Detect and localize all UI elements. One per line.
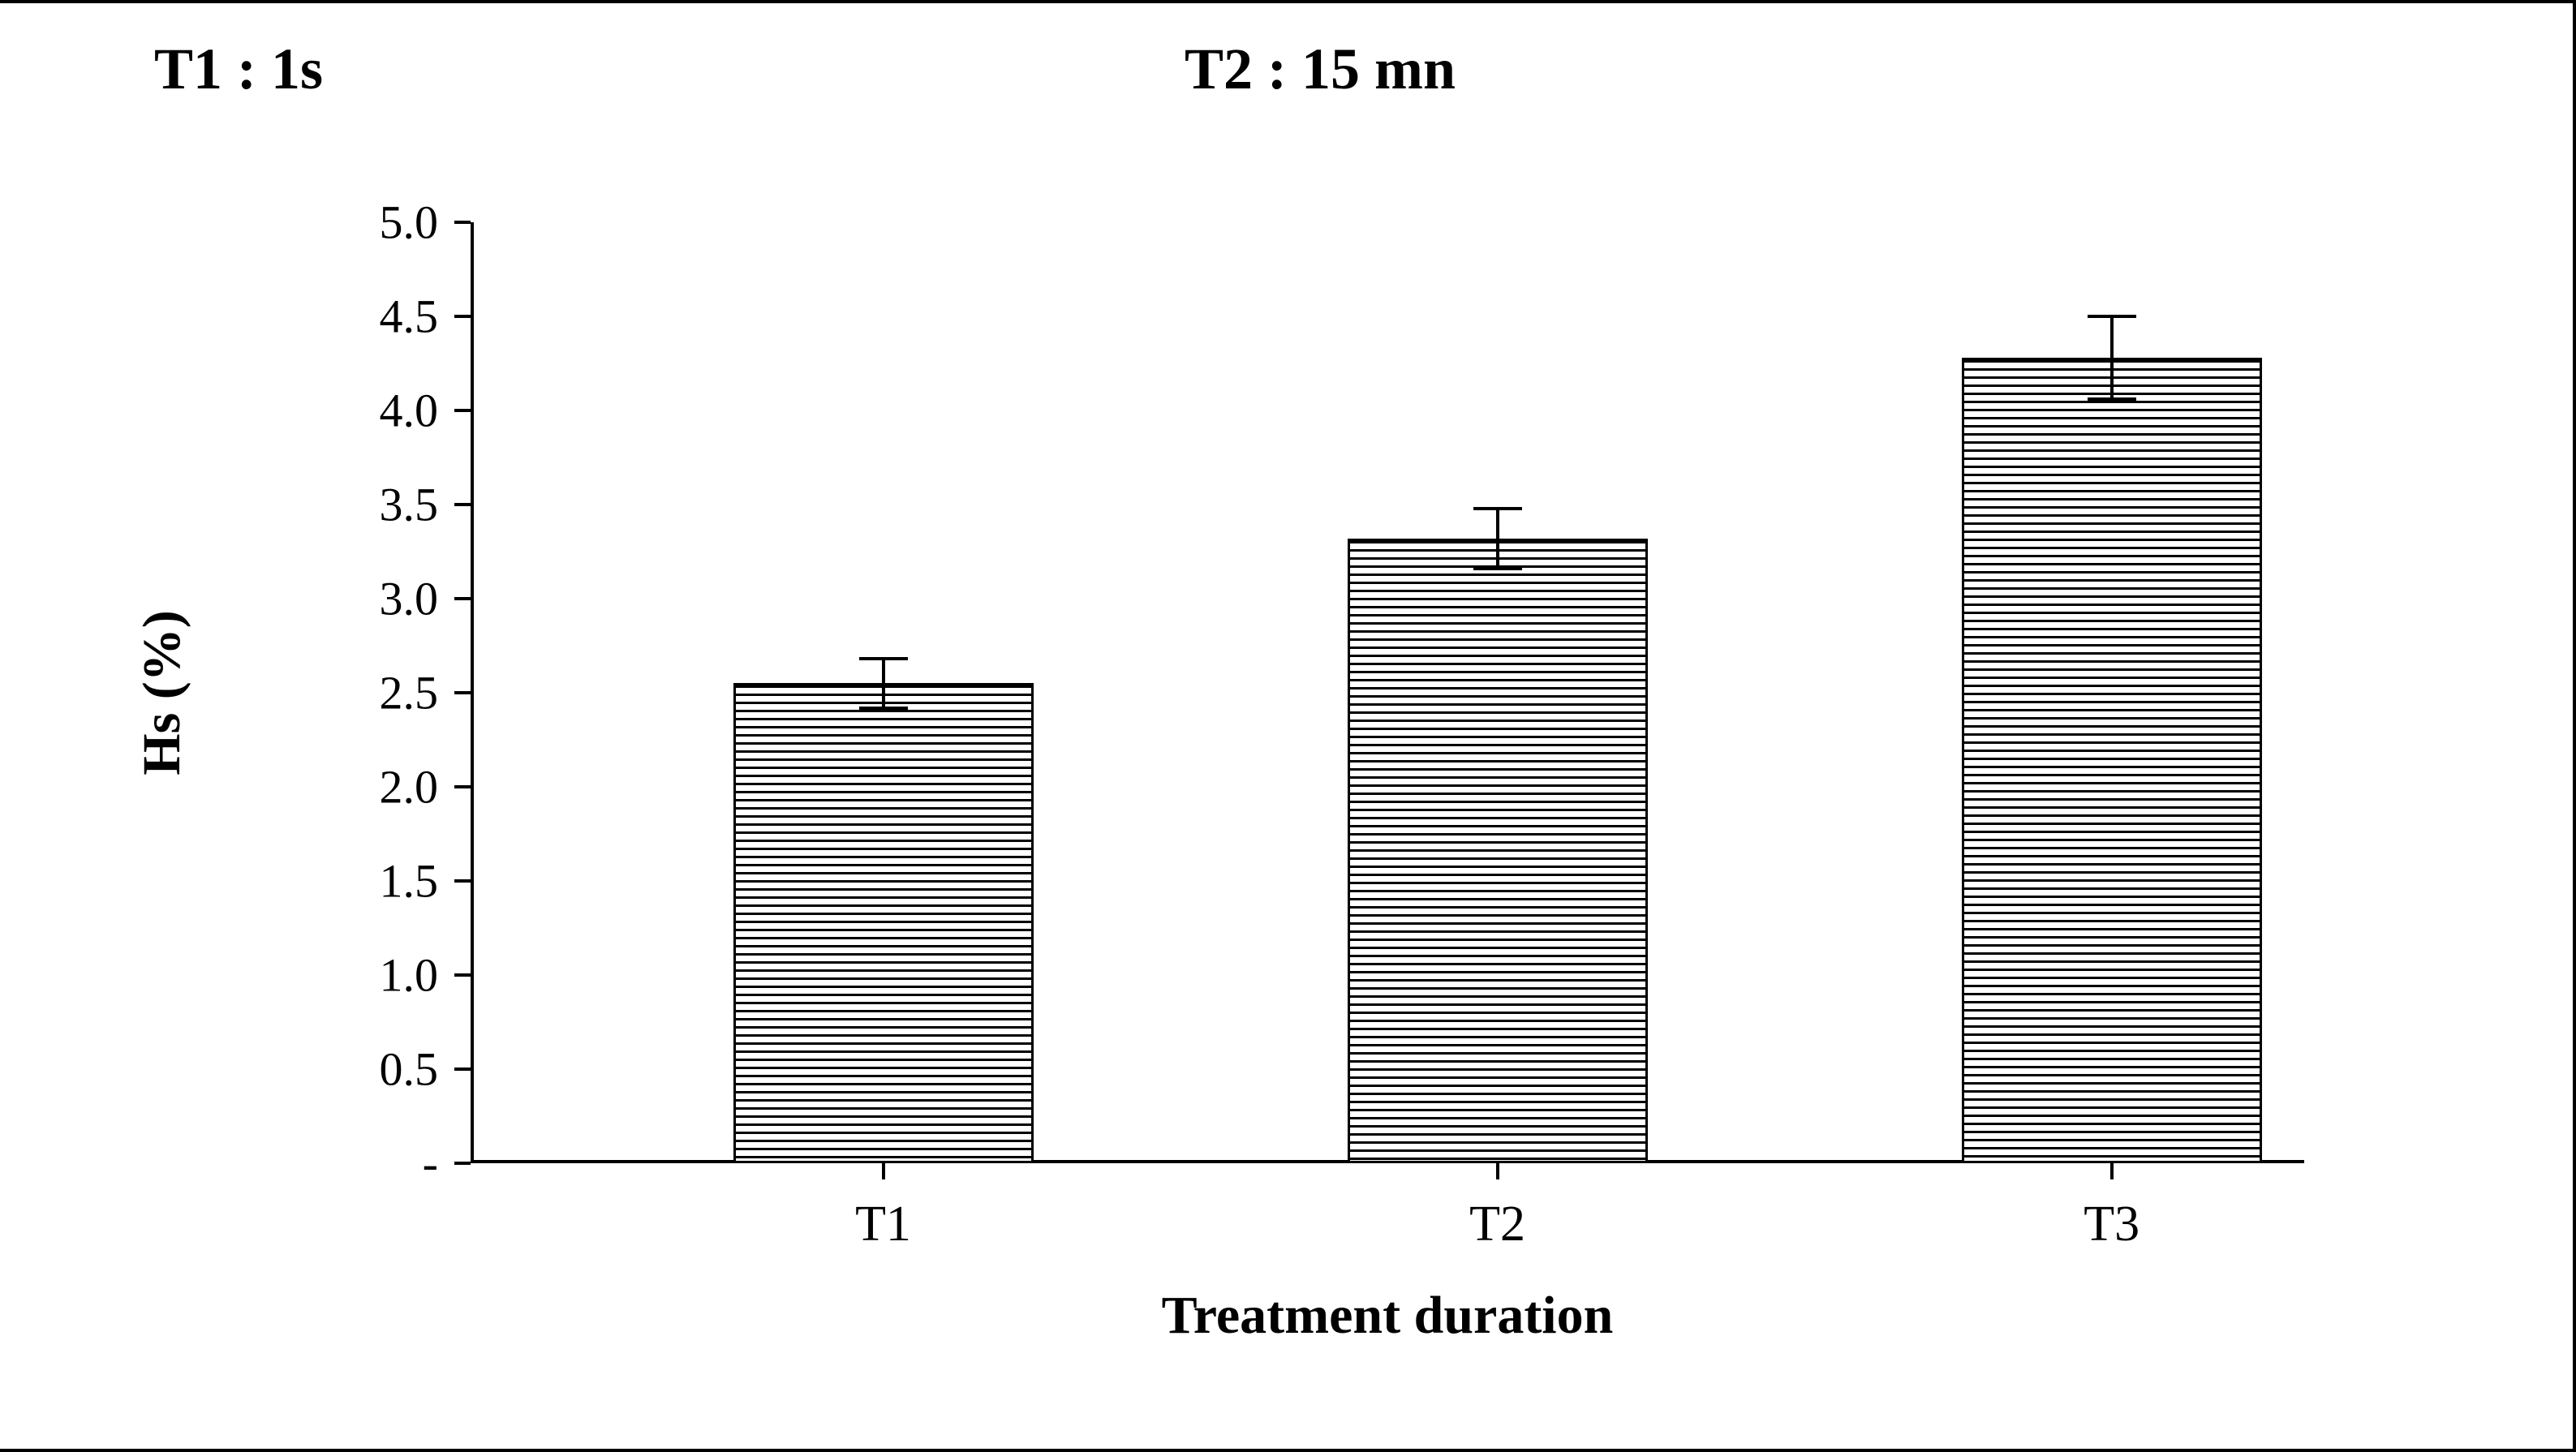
y-axis-title: Hs (%) xyxy=(131,610,193,775)
y-tick-label: 5.0 xyxy=(276,195,438,250)
x-category-label: T1 xyxy=(855,1196,911,1253)
y-tick-label: 1.0 xyxy=(276,948,438,1003)
y-tick-mark xyxy=(454,315,471,318)
x-tick-mark xyxy=(1496,1163,1499,1179)
y-tick-label: 3.0 xyxy=(276,572,438,626)
y-tick-mark xyxy=(454,973,471,977)
y-tick-mark xyxy=(454,597,471,600)
y-tick-mark xyxy=(454,879,471,883)
y-tick-mark xyxy=(454,221,471,224)
y-tick-mark xyxy=(454,409,471,412)
y-tick-mark xyxy=(454,503,471,506)
y-tick-label: 4.0 xyxy=(276,384,438,438)
error-bar xyxy=(882,659,885,707)
error-cap xyxy=(2088,315,2136,318)
error-cap xyxy=(1473,567,1522,570)
y-tick-label: 0.5 xyxy=(276,1042,438,1097)
x-category-label: T3 xyxy=(2084,1196,2139,1253)
outer-label-t1: T1 : 1s xyxy=(154,36,323,103)
x-tick-mark xyxy=(882,1163,885,1179)
bar-t2 xyxy=(1348,539,1648,1163)
bar-t1 xyxy=(733,683,1034,1163)
error-cap xyxy=(859,657,908,660)
y-tick-mark xyxy=(454,691,471,694)
outer-label-t2: T2 : 15 mn xyxy=(1185,36,1456,103)
y-tick-mark xyxy=(454,1162,471,1165)
bar-t3 xyxy=(1962,358,2262,1163)
y-tick-label: 2.5 xyxy=(276,666,438,720)
error-bar xyxy=(1496,509,1499,569)
error-bar xyxy=(2110,316,2114,399)
x-category-label: T2 xyxy=(1469,1196,1525,1253)
error-cap xyxy=(859,707,908,710)
y-tick-mark xyxy=(454,1068,471,1071)
y-tick-label: 3.5 xyxy=(276,478,438,532)
y-tick-label: 4.5 xyxy=(276,290,438,344)
x-axis-title: Treatment duration xyxy=(1162,1285,1614,1347)
chart-frame: T1 : 1s T2 : 15 mn Hs (%) Treatment dura… xyxy=(0,0,2576,1452)
y-tick-label: 2.0 xyxy=(276,760,438,814)
y-tick-label: 1.5 xyxy=(276,854,438,909)
error-cap xyxy=(2088,397,2136,401)
error-cap xyxy=(1473,507,1522,510)
y-tick-mark xyxy=(454,785,471,788)
y-tick-label: - xyxy=(276,1136,438,1191)
x-tick-mark xyxy=(2110,1163,2114,1179)
